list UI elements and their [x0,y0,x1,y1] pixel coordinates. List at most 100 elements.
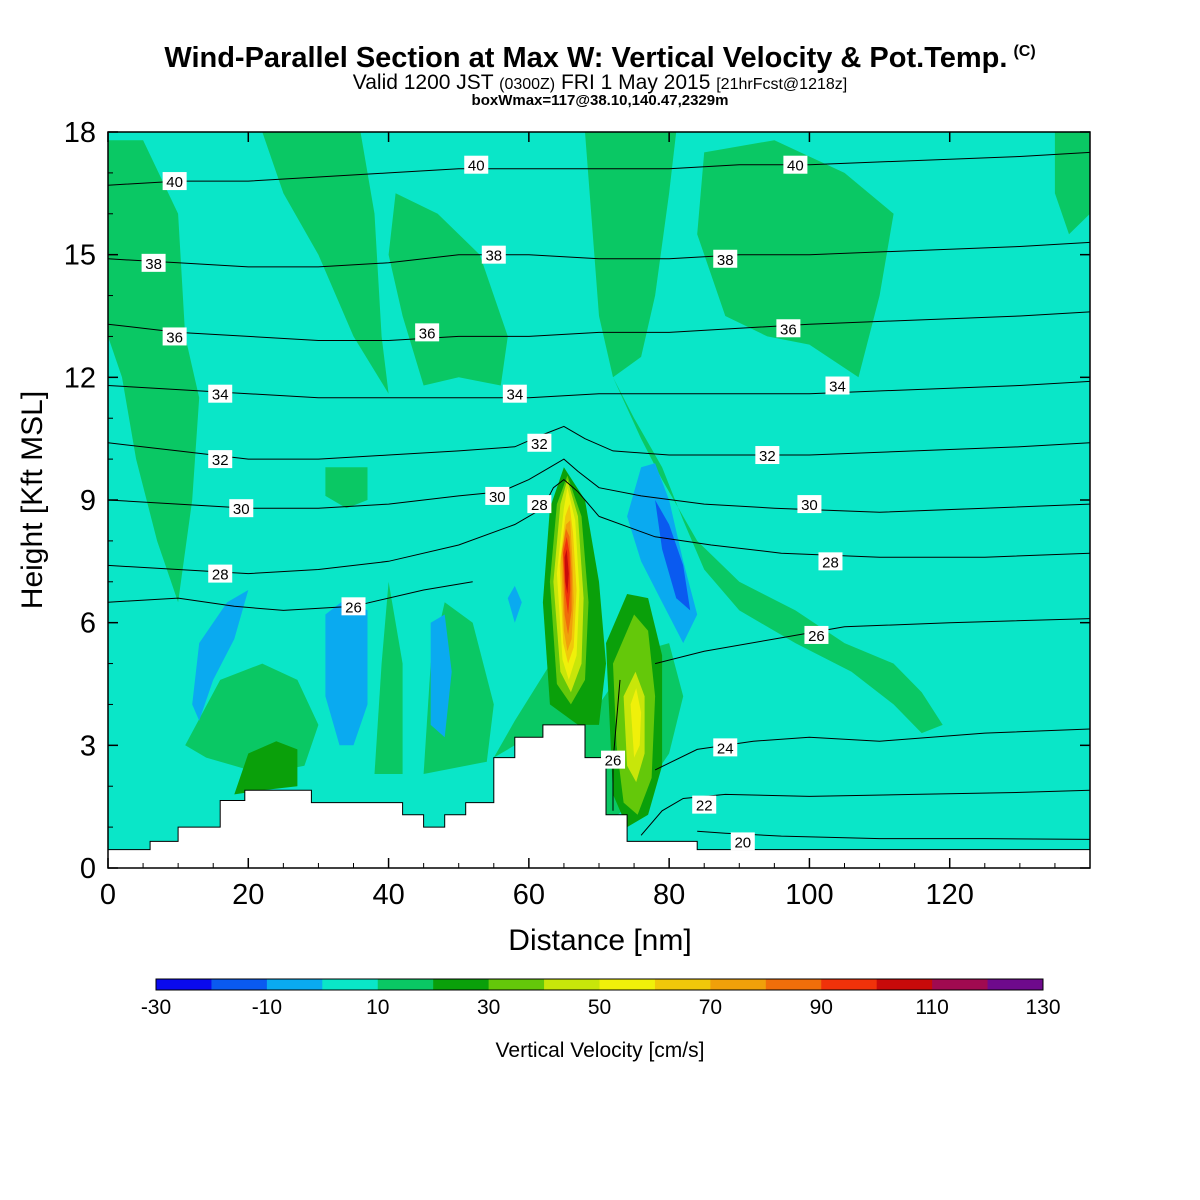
velocity-region [234,741,298,795]
velocity-region [325,598,368,746]
theta-label-text: 38 [717,252,734,269]
colorbar-tick-label: 130 [1025,996,1060,1019]
theta-label-text: 30 [489,489,506,506]
theta-label: 36 [415,323,440,342]
theta-label-box [692,795,717,814]
valid-time: Valid 1200 JST [352,71,494,94]
theta-label: 34 [208,384,233,404]
theta-label-box [601,750,626,769]
theta-contour-36 [108,311,1090,341]
colorbar-swatch [211,979,268,990]
theta-label-box [341,597,366,616]
theta-label-box [755,446,780,465]
colorbar-tick-label: 30 [477,996,500,1019]
theta-label-text: 30 [801,497,818,514]
theta-label-box [797,495,822,514]
velocity-region [655,500,691,611]
theta-label-text: 32 [212,452,229,469]
theta-label-text: 26 [808,628,825,645]
theta-label-text: 40 [166,174,183,191]
x-tick-label: 20 [232,879,264,911]
colorbar-swatch [932,979,989,990]
colorbar-swatch [599,979,656,990]
theta-label: 20 [730,832,755,851]
theta-contour-20 [697,830,1090,840]
colorbar-swatch [765,979,822,990]
theta-label-text: 32 [759,448,776,465]
colorbar: -30 -10 10 30 50 70 90 110 130 [141,978,1061,1019]
theta-label: 38 [141,253,166,273]
theta-contour-28 [598,515,1090,558]
theta-label-box [713,249,738,268]
x-tick-label: 0 [100,879,116,911]
terrain-profile [108,724,1090,868]
theta-label-box [229,499,254,518]
colorbar-swatch [821,979,878,990]
y-tick-label: 12 [64,362,96,394]
theta-label-text: 36 [780,321,797,338]
colorbar-tick-label: -10 [252,996,282,1019]
theta-label-box [730,832,755,851]
theta-label-box [776,319,801,338]
theta-label: 22 [692,795,717,815]
theta-label-text: 36 [166,329,183,346]
x-tick-label: 60 [513,879,545,911]
theta-contour-34 [108,380,1090,399]
theta-contour-38 [108,241,1090,268]
colorbar-label: Vertical Velocity [cm/s] [496,1039,705,1062]
theta-label-box [804,625,829,644]
theta-label-box [162,172,187,191]
theta-label: 28 [818,552,843,571]
theta-contour-28 [542,478,600,517]
valid-time-zulu: (0300Z) [499,76,556,93]
theta-contour-22 [640,789,1090,836]
theta-label-text: 28 [822,554,839,571]
theta-label-box [818,552,843,571]
velocity-region [697,140,894,378]
theta-label: 40 [464,155,489,175]
velocity-region [1054,132,1090,235]
colorbar-swatch [433,979,490,990]
theta-label: 26 [341,597,366,616]
colorbar-tick-label: 70 [699,996,722,1019]
terrain [108,724,1090,868]
colorbar-swatch [156,979,212,990]
colorbar-frame [155,978,1044,991]
theta-label-box [481,245,506,264]
theta-label: 34 [825,376,850,396]
x-tick-label: 100 [785,879,833,911]
theta-label-box [527,433,552,452]
theta-contour-40 [108,151,1090,186]
theta-label: 36 [162,327,187,346]
velocity-region [613,377,943,734]
theta-label: 32 [208,450,233,469]
theta-label-box [162,327,187,346]
theta-label: 30 [797,495,822,514]
colorbar-tick-label: 50 [588,996,611,1019]
colorbar-swatch [266,979,323,990]
theta-label: 36 [776,319,801,338]
theta-label: 26 [804,625,829,645]
colorbar-tick-label: 90 [810,996,833,1019]
colorbar-swatch [322,979,379,990]
theta-label-text: 32 [531,436,548,453]
theta-label-text: 22 [696,798,713,815]
colorbar-swatch [710,979,767,990]
colorbar-swatch [987,979,1044,990]
colorbar-tick-label: -30 [141,996,171,1019]
x-tick-label: 120 [926,879,974,911]
boxwmax-info: boxWmax=117@38.10,140.47,2329m [471,92,729,109]
theta-label: 30 [485,486,510,506]
velocity-region [507,585,522,623]
theta-label-box [208,564,233,583]
theta-label: 40 [783,155,808,175]
y-tick-label: 3 [80,730,96,762]
theta-label-box [485,486,510,505]
theta-label: 26 [601,750,626,770]
theta-label: 38 [481,245,506,265]
theta-label: 38 [713,249,738,269]
forecast-info: [21hrFcst@1218z] [716,76,848,93]
y-tick-label: 6 [80,608,96,640]
colorbar-swatch [544,979,600,990]
colorbar-swatch [654,979,711,990]
